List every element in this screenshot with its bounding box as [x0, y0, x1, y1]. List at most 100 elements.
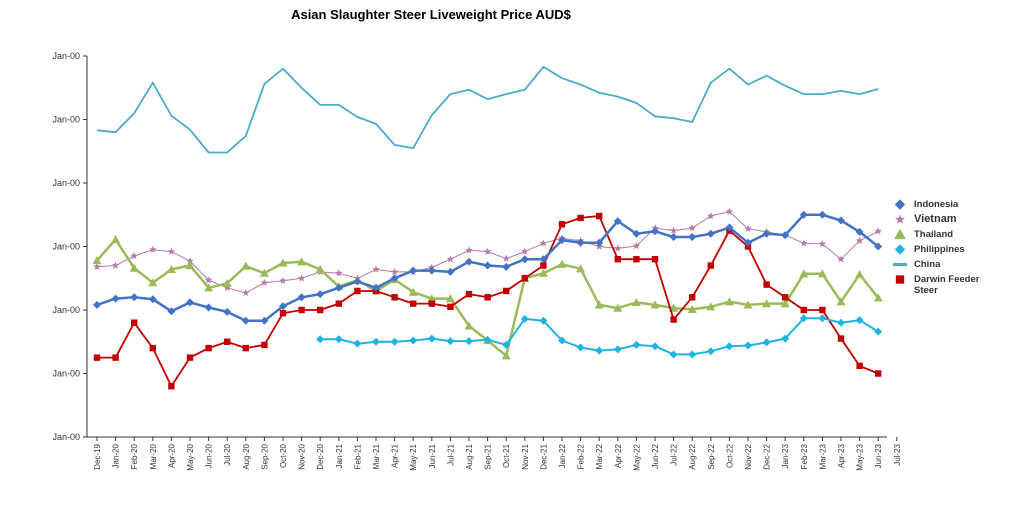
- data-point-philippines: [465, 337, 473, 346]
- data-point-vietnam: [707, 212, 715, 220]
- x-tick-label: Feb-20: [130, 443, 139, 469]
- data-point-philippines: [502, 340, 511, 349]
- x-tick-label: Jan-21: [335, 443, 344, 468]
- data-point-darwin-feeder: [335, 300, 342, 307]
- data-point-indonesia: [334, 283, 343, 292]
- x-tick-label: Mar-20: [149, 443, 158, 469]
- data-point-indonesia: [706, 229, 715, 238]
- data-point-vietnam: [186, 257, 194, 265]
- data-point-vietnam: [335, 269, 343, 277]
- data-point-thailand: [743, 300, 753, 309]
- y-tick-label: Jan-00: [52, 369, 80, 379]
- y-tick-label: Jan-00: [52, 305, 80, 315]
- x-tick-label: Jul-21: [446, 443, 455, 465]
- data-point-darwin-feeder: [298, 306, 305, 314]
- data-point-philippines: [818, 314, 827, 323]
- data-point-darwin-feeder: [875, 370, 882, 377]
- data-point-indonesia: [688, 232, 697, 241]
- data-point-vietnam: [744, 224, 752, 232]
- data-point-thailand: [873, 293, 883, 302]
- data-point-darwin-feeder: [596, 212, 603, 220]
- data-point-darwin-feeder: [131, 319, 138, 326]
- data-point-indonesia: [502, 262, 511, 271]
- data-point-indonesia: [223, 307, 232, 316]
- y-axis-ticks: Jan-00 Jan-00 Jan-00 Jan-00 Jan-00 Jan-00 Jan-…: [52, 51, 87, 442]
- data-point-vietnam: [669, 226, 678, 234]
- legend-item-indonesia: Indonesia: [893, 199, 1021, 210]
- data-point-thailand: [724, 297, 734, 306]
- x-tick-label: Feb-21: [353, 443, 362, 469]
- x-tick-label: Nov-21: [521, 443, 530, 469]
- data-point-thailand: [166, 264, 176, 273]
- data-point-philippines: [595, 346, 604, 355]
- data-point-vietnam: [93, 262, 101, 271]
- x-tick-label: Apr-20: [167, 443, 176, 468]
- data-point-darwin-feeder: [614, 256, 621, 263]
- axes: [86, 56, 887, 438]
- data-point-indonesia: [93, 300, 101, 309]
- data-point-thailand: [148, 278, 158, 287]
- data-point-philippines: [837, 318, 845, 327]
- data-point-thailand: [706, 302, 716, 311]
- data-point-vietnam: [372, 265, 380, 273]
- data-point-indonesia: [316, 290, 325, 299]
- legend-label-darwin-feeder: Darwin Feeder Steer: [914, 274, 980, 296]
- legend-label-philippines: Philippines: [914, 244, 965, 255]
- x-tick-label: Jan-23: [781, 443, 790, 468]
- data-point-philippines: [744, 341, 752, 350]
- data-point-indonesia: [148, 295, 157, 304]
- data-point-philippines: [409, 336, 418, 345]
- data-point-darwin-feeder: [800, 306, 807, 314]
- data-point-darwin-feeder: [149, 344, 156, 352]
- data-point-indonesia: [744, 238, 752, 247]
- legend-marker-indonesia: [894, 199, 906, 210]
- data-point-darwin-feeder: [856, 362, 863, 370]
- x-tick-label: May-20: [186, 443, 195, 470]
- x-tick-label: Mar-21: [372, 443, 381, 469]
- data-point-thailand: [259, 268, 269, 277]
- data-point-philippines: [799, 314, 808, 323]
- legend-symbol-indonesia: [894, 199, 906, 210]
- x-tick-label: Nov-20: [298, 443, 307, 469]
- data-point-darwin-feeder: [503, 287, 510, 295]
- data-point-indonesia: [874, 242, 883, 251]
- data-point-philippines: [334, 335, 343, 344]
- x-tick-label: Feb-22: [577, 443, 586, 469]
- data-point-indonesia: [167, 307, 176, 316]
- data-point-thailand: [222, 278, 232, 287]
- series-indonesia: [93, 210, 883, 325]
- y-tick-label: Jan-00: [52, 115, 80, 125]
- x-tick-label: Jul-23: [893, 443, 902, 465]
- x-tick-label: May-23: [856, 443, 865, 470]
- data-point-philippines: [576, 343, 585, 352]
- data-point-thailand: [111, 235, 121, 244]
- data-point-indonesia: [130, 293, 139, 302]
- data-point-philippines: [353, 339, 362, 348]
- data-point-darwin-feeder: [763, 281, 770, 288]
- data-point-philippines: [372, 337, 380, 346]
- data-point-thailand: [557, 259, 567, 268]
- data-point-thailand: [762, 299, 772, 308]
- data-point-philippines: [874, 327, 883, 336]
- x-tick-label: Jun-20: [205, 443, 214, 468]
- data-point-indonesia: [427, 266, 436, 275]
- y-tick-label: Jan-00: [52, 178, 80, 188]
- x-tick-label: Nov-22: [744, 443, 753, 469]
- data-point-thailand: [445, 294, 455, 303]
- legend-marker-darwin-feeder: [895, 275, 905, 284]
- data-point-indonesia: [446, 267, 455, 276]
- legend-label-vietnam: Vietnam: [914, 213, 957, 225]
- x-tick-label: Apr-23: [837, 443, 846, 468]
- data-point-darwin-feeder: [577, 214, 584, 222]
- data-point-thailand: [538, 268, 548, 277]
- data-point-thailand: [129, 263, 139, 272]
- data-point-indonesia: [372, 283, 380, 292]
- data-point-indonesia: [241, 316, 250, 325]
- data-point-vietnam: [502, 254, 510, 262]
- x-tick-label: Apr-22: [614, 443, 623, 468]
- data-point-thailand: [576, 264, 586, 273]
- data-point-philippines: [632, 340, 641, 349]
- data-point-darwin-feeder: [465, 290, 473, 298]
- legend-label-indonesia: Indonesia: [914, 199, 959, 210]
- data-point-vietnam: [223, 283, 231, 292]
